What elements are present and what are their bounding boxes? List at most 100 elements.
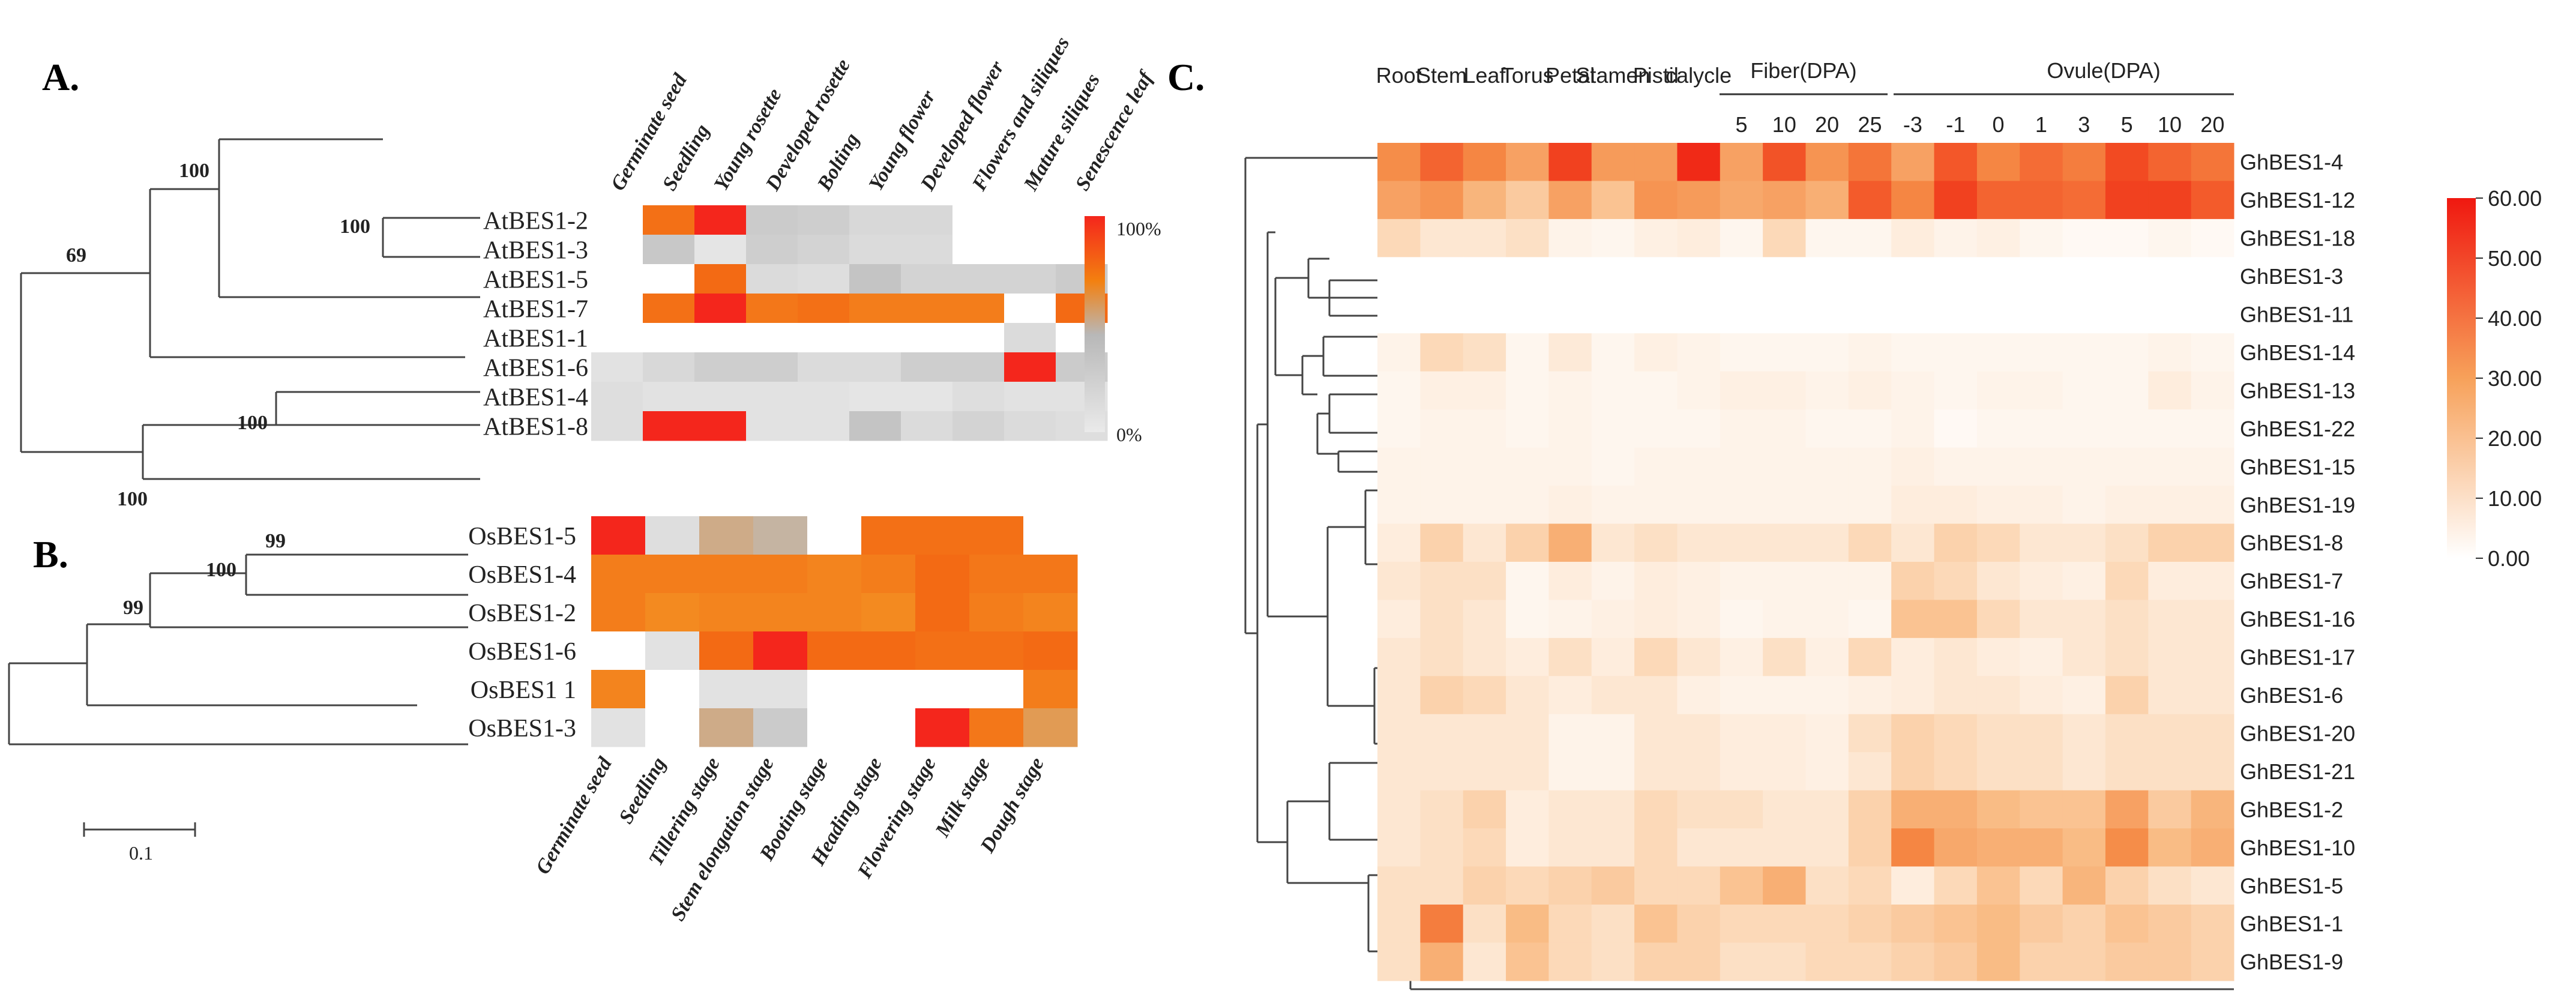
heatmap-cell	[2105, 295, 2149, 334]
heatmap-cell	[1506, 637, 1549, 676]
heatmap-cell	[2020, 866, 2063, 905]
heatmap-cell	[1763, 447, 1806, 486]
heatmap-cell	[1004, 323, 1056, 353]
heatmap-cell	[1677, 752, 1721, 791]
row-label: GhBES1-10	[2240, 836, 2355, 860]
heatmap-cell	[1677, 942, 1721, 981]
heatmap-cell	[2020, 181, 2063, 220]
heatmap-cell	[643, 264, 695, 294]
heatmap-cell	[1805, 333, 1849, 372]
column-label: Petal	[1545, 63, 1595, 88]
tree-a	[20, 138, 480, 480]
heatmap-cell	[901, 352, 953, 382]
heatmap-cell	[1591, 409, 1635, 448]
heatmap-cell	[1506, 333, 1549, 372]
heatmap-cell	[591, 264, 643, 294]
heatmap-cell	[1377, 447, 1421, 486]
heatmap-cell	[969, 555, 1024, 594]
heatmap-cell	[1591, 828, 1635, 867]
heatmap-cell	[1976, 942, 2020, 981]
heatmap-cell	[1463, 561, 1506, 600]
heatmap-cell	[1976, 905, 2020, 943]
heatmap-cell	[746, 411, 798, 441]
heatmap-cell	[1548, 257, 1592, 296]
heatmap-cell	[2191, 561, 2234, 600]
heatmap-cell	[1763, 561, 1806, 600]
heatmap-cell	[643, 411, 695, 441]
heatmap-cell	[1891, 218, 1935, 258]
column-label: 5	[2121, 112, 2133, 137]
row-label: AtBES1-1	[483, 325, 588, 353]
heatmap-cell	[1634, 600, 1678, 639]
heatmap-cell	[1591, 181, 1635, 220]
heatmap-cell	[1720, 218, 1763, 258]
heatmap-cell	[849, 294, 901, 324]
heatmap-cell	[1720, 637, 1763, 676]
heatmap-cell	[2191, 143, 2234, 181]
row-label: GhBES1-15	[2240, 454, 2355, 479]
heatmap-cell	[753, 555, 808, 594]
heatmap-cell	[798, 382, 850, 412]
heatmap-cell	[849, 235, 901, 265]
heatmap-cell	[1677, 600, 1721, 639]
heatmap-cell	[1763, 295, 1806, 334]
heatmap-cell	[901, 264, 953, 294]
heatmap-cell	[746, 382, 798, 412]
heatmap-cell	[2020, 371, 2063, 410]
heatmap-cell	[1934, 714, 1978, 753]
heatmap-cell	[645, 631, 700, 670]
column-label: Root	[1376, 63, 1422, 88]
heatmap-cell	[591, 382, 643, 412]
heatmap-cell	[2148, 371, 2192, 410]
heatmap-cell	[952, 411, 1005, 441]
heatmap-cell	[2062, 561, 2106, 600]
heatmap-cell	[643, 205, 695, 235]
heatmap-cell	[1506, 866, 1549, 905]
row-label: GhBES1-2	[2240, 797, 2343, 822]
heatmap-cell	[2105, 371, 2149, 410]
heatmap-cell	[1720, 600, 1763, 639]
bootstrap-label: 99	[265, 530, 286, 552]
heatmap-cell	[1805, 143, 1849, 181]
heatmap-cell	[1591, 637, 1635, 676]
heatmap-cell	[1420, 905, 1464, 943]
heatmap-cell	[1934, 143, 1978, 181]
row-label: AtBES1-2	[483, 208, 588, 235]
row-label: AtBES1-4	[483, 384, 588, 412]
heatmap-cell	[1463, 905, 1506, 943]
column-label: 1	[2035, 112, 2047, 137]
heatmap-cell	[1891, 790, 1935, 829]
heatmap-cell	[2105, 600, 2149, 639]
heatmap-cell	[849, 264, 901, 294]
heatmap-cell	[2020, 942, 2063, 981]
heatmap-cell	[645, 516, 700, 555]
heatmap-cell	[2020, 752, 2063, 791]
heatmap-cell	[1548, 600, 1592, 639]
heatmap-cell	[2105, 637, 2149, 676]
column-label: Leaf	[1463, 63, 1506, 88]
heatmap-cell	[1848, 942, 1892, 981]
heatmap-cell	[1720, 371, 1763, 410]
heatmap-cell	[807, 516, 862, 555]
heatmap-cell	[1420, 181, 1464, 220]
heatmap-cell	[1377, 828, 1421, 867]
heatmap-cell	[2148, 143, 2192, 181]
heatmap-cell	[952, 294, 1005, 324]
heatmap-cell	[1934, 637, 1978, 676]
heatmap-cell	[1377, 637, 1421, 676]
heatmap-cell	[2148, 181, 2192, 220]
heatmap-cell	[1891, 714, 1935, 753]
heatmap-cell	[901, 294, 953, 324]
heatmap-cell	[2020, 637, 2063, 676]
heatmap-cell	[1763, 790, 1806, 829]
heatmap-cell	[753, 670, 808, 709]
heatmap-cell	[1548, 676, 1592, 715]
heatmap-cell	[1420, 295, 1464, 334]
row-label: GhBES1-14	[2240, 340, 2355, 365]
heatmap-cell	[969, 593, 1024, 632]
bootstrap-label: 100	[117, 488, 148, 510]
heatmap-cell	[1891, 143, 1935, 181]
heatmap-cell	[2020, 600, 2063, 639]
heatmap-cell	[699, 631, 754, 670]
